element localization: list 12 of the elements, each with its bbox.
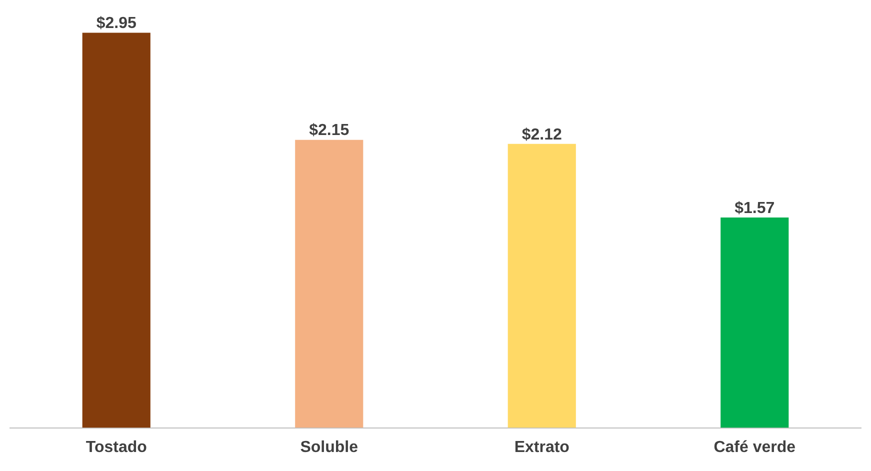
bar [82, 32, 150, 428]
data-label: $2.15 [309, 122, 350, 140]
data-label: $2.12 [522, 126, 562, 144]
bar [720, 218, 789, 428]
data-label: $1.57 [734, 200, 775, 217]
x-tick-label: Extrato [514, 438, 570, 456]
x-tick-label: Tostado [86, 438, 148, 456]
data-label: $2.95 [96, 15, 136, 32]
bar [295, 140, 364, 428]
x-tick-label: Café verde [714, 438, 796, 456]
x-tick-label: Soluble [300, 438, 358, 456]
bar [508, 144, 576, 428]
